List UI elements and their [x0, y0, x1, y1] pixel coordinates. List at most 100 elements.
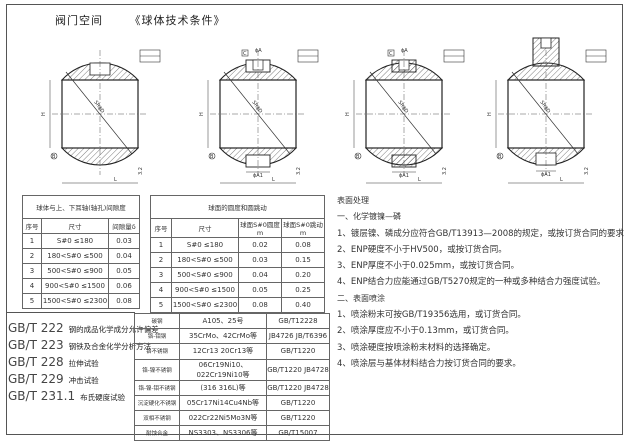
stem-bottom-dim-label: ϕA1	[399, 173, 409, 179]
table-cell: 0.03	[238, 252, 282, 268]
material-row: 沉淀硬化不锈钢 05Cr17Ni14Cu4Nb等 GB/T1220	[134, 394, 330, 411]
table-cell: 0.25	[281, 282, 325, 298]
table-row: 2 180<S#0 ≤500 0.03 0.15	[150, 252, 325, 268]
table-row: 4 900<S#0 ≤1500 0.05 0.25	[150, 282, 325, 298]
datum-b-label: B	[210, 154, 214, 160]
note-line: 一、化学镀镍—磷	[337, 212, 401, 222]
material-standard: GB/T12228	[266, 312, 330, 330]
material-grade: NS3303、NS3306等	[179, 425, 267, 442]
table-cell: 0.02	[238, 237, 282, 253]
roughness-label: 3.2	[442, 167, 448, 175]
roughness-label: 3.2	[584, 167, 590, 175]
title-right: 《球体技术条件》	[129, 14, 226, 27]
material-type: 碳钢	[134, 312, 180, 330]
title-left: 阀门空间	[55, 14, 103, 27]
datum-c-label: C	[243, 51, 247, 57]
material-row: 铬-钼钢 35CrMo、42CrMo等 JB4726 JB/T6396	[134, 328, 330, 345]
table-row: 3 500<S#0 ≤900 0.04 0.20	[150, 267, 325, 283]
material-type: 铬-钼钢	[134, 328, 180, 345]
table-cell: 2	[22, 248, 42, 264]
material-standard: GB/T1220 JB4728	[266, 358, 330, 381]
table-cell: 900<S#0 ≤1500	[41, 278, 109, 294]
table-cell: 1	[150, 237, 172, 253]
material-grade: 12Cr13 20Cr13等	[179, 343, 267, 360]
col-header: 序号	[150, 218, 172, 238]
material-grade: (316 316L)等	[179, 379, 267, 396]
datum-b-label: B	[52, 154, 56, 160]
material-standard: GB/T1220	[266, 409, 330, 427]
material-grade: 022Cr22Ni5Mo3N等	[179, 409, 267, 427]
standard-code: GB/T 231.1	[8, 389, 76, 403]
note-line: 3、ENP厚度不小于0.025mm，或按订货合同。	[337, 261, 520, 272]
height-label: H	[345, 112, 351, 116]
clearance-table-title: 球体与上、下耳轴(轴孔)间隙度	[22, 195, 140, 219]
standard-name: 冲击试验	[68, 376, 99, 385]
table-cell: 0.05	[238, 282, 282, 298]
table-row: 1 S#0 ≤180 0.03	[22, 233, 140, 249]
col-header: 尺寸	[171, 218, 239, 238]
sphere-radius-line	[369, 71, 437, 155]
col-header: 间隙量δ	[108, 218, 140, 234]
table-cell: S#0 ≤180	[41, 233, 109, 249]
clearance-table: 球体与上、下耳轴(轴孔)间隙度 序号 尺寸 间隙量δ 1 S#0 ≤180 0.03…	[22, 195, 140, 309]
datum-b-label: B	[498, 154, 502, 160]
table-cell: 0.08	[108, 293, 140, 309]
sphere-radius-line	[511, 71, 579, 155]
datum-b-symbol	[50, 152, 58, 160]
material-row: 碳钢 A105、25号 GB/T12228	[134, 312, 330, 330]
note-line: 二、表面喷涂	[337, 293, 385, 303]
table-cell: 0.40	[281, 297, 325, 313]
table-cell: 500<S#0 ≤900	[171, 267, 239, 283]
material-type: 耐蚀合金	[134, 425, 180, 442]
surface-treatment-notes: 表面处理 一、化学镀镍—磷 1、镀层镍、磷成分应符合GB/T13913—2008的规…	[337, 193, 624, 372]
datum-c-label: C	[389, 51, 393, 57]
standard-code: GB/T 228	[8, 355, 64, 369]
roundness-table-title: 球面的圆度和圆跳动	[150, 195, 325, 219]
stem-dim-label: ϕA	[255, 48, 262, 54]
col-header: 球面S#0跳动m	[281, 218, 325, 238]
note-line: 2、ENP硬度不小于HV500，或按订货合同。	[337, 244, 507, 255]
standard-item: GB/T 223 钢铁及合金化学分析方法	[8, 335, 151, 352]
table-cell: 180<S#0 ≤500	[41, 248, 109, 264]
material-row: 耐蚀合金 NS3303、NS3306等 GB/T15007	[134, 425, 330, 442]
table-cell: 3	[22, 263, 42, 279]
material-grade: 35CrMo、42CrMo等	[179, 328, 267, 345]
table-cell: 0.06	[108, 278, 140, 294]
standard-code: GB/T 229	[8, 372, 64, 386]
material-standard: GB/T1220 JB4728	[266, 379, 330, 396]
datum-b-label: B	[356, 154, 360, 160]
sphere-radius-line	[65, 71, 133, 155]
sphere-radius-line	[223, 71, 291, 155]
standards-box	[6, 312, 135, 436]
table-cell: 5	[150, 297, 172, 313]
length-label: L	[272, 177, 275, 183]
material-type: 铬-镍不锈钢	[134, 358, 180, 381]
table-cell: 1	[22, 233, 42, 249]
note-line: 4、ENP结合力应能通过GB/T5270规定的一种或多种结合力强度试验。	[337, 277, 606, 288]
ball-bottom-cap	[60, 147, 140, 166]
standard-item: GB/T 228 拉伸试验	[8, 352, 136, 369]
table-cell: 500<S#0 ≤900	[41, 263, 109, 279]
table-cell: 5	[22, 293, 42, 309]
material-row: 双相不锈钢 022Cr22Ni5Mo3N等 GB/T1220	[134, 409, 330, 427]
material-grade: A105、25号	[179, 312, 267, 330]
datum-b-symbol	[208, 152, 216, 160]
table-cell: 0.15	[281, 252, 325, 268]
standard-item: GB/T 222 钢的成品化学成分允许偏差	[8, 318, 159, 335]
length-label: L	[560, 177, 563, 183]
table-cell: 3	[150, 267, 172, 283]
material-row: 铬不锈钢 12Cr13 20Cr13等 GB/T1220	[134, 343, 330, 360]
table-cell: 0.03	[108, 233, 140, 249]
col-header: 球面S#0圆度m	[238, 218, 282, 238]
height-label: H	[199, 112, 205, 116]
table-cell: 4	[150, 282, 172, 298]
standard-code: GB/T 223	[8, 338, 64, 352]
height-label: H	[487, 112, 493, 116]
roundness-table: 球面的圆度和圆跳动 序号 尺寸 球面S#0圆度m 球面S#0跳动m 1 S#0 ≤…	[150, 195, 325, 313]
table-cell: 1500<S#0 ≤2300	[41, 293, 109, 309]
table-row: 1 S#0 ≤180 0.02 0.08	[150, 237, 325, 253]
material-standard: JB4726 JB/T6396	[266, 328, 330, 345]
table-row: 5 1500<S#0 ≤2300 0.08	[22, 293, 140, 309]
table-cell: 0.04	[108, 248, 140, 264]
